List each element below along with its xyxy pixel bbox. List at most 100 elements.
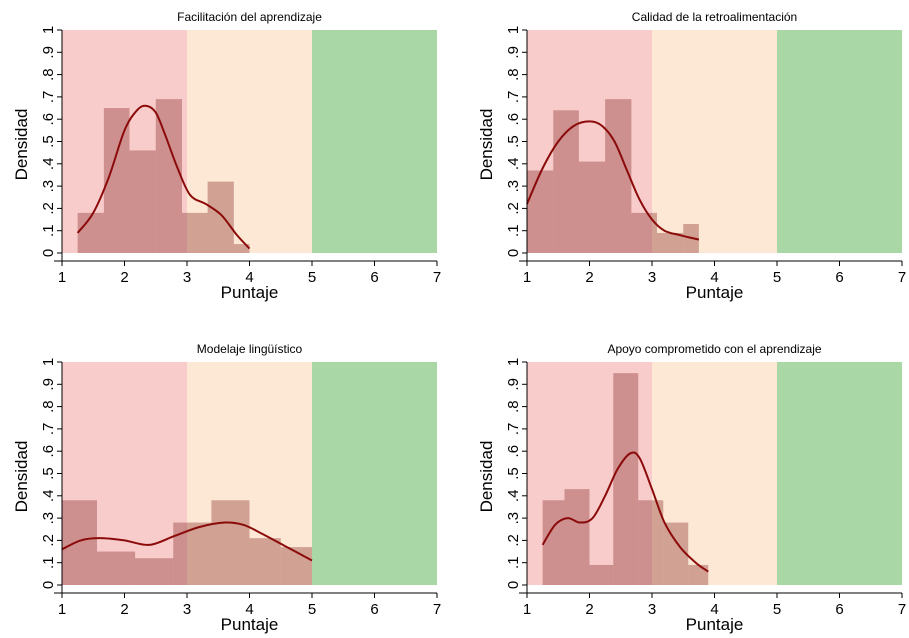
y-tick-label: 1 [40,26,57,34]
zone-mid [187,30,312,253]
zone-mid [652,30,777,253]
histogram-bar [207,181,234,253]
y-tick-label: .1 [505,224,522,237]
y-tick-label: .2 [505,202,522,215]
zone-low [62,362,187,585]
zone-mid [652,362,777,585]
x-tick-label: 5 [308,269,316,286]
y-tick-label: .2 [40,534,57,547]
y-tick-label: 1 [505,358,522,366]
y-tick-label: .1 [40,224,57,237]
x-tick-label: 4 [710,601,718,618]
y-tick-label: .6 [505,113,522,126]
histogram-bar [688,564,709,585]
x-axis-label: Puntaje [686,615,744,634]
chart-title: Calidad de la retroalimentación [632,10,797,24]
histogram-bar [578,161,606,253]
x-axis-label: Puntaje [221,283,279,302]
y-tick-label: .1 [505,556,522,569]
histogram-bar [97,551,136,585]
y-tick-label: 1 [505,26,522,34]
y-tick-label: .3 [505,180,522,193]
x-tick-label: 7 [433,269,441,286]
y-tick-label: .7 [505,423,522,436]
chart-panel-3: 0 .1 .2 .3 .4 .5 .6 .7 .8 .9 1 1 2 3 4 5 6 7 Modelaje ling… [12,342,441,634]
chart-title: Apoyo comprometido con el aprendizaje [607,342,821,356]
x-tick-label: 6 [835,601,843,618]
x-tick-label: 7 [898,269,906,286]
x-tick-label: 5 [773,601,781,618]
density-curve [76,104,251,250]
x-tick-label: 2 [585,601,593,618]
zone-low [527,30,652,253]
histogram-bar [631,212,657,253]
y-tick-label: 0 [505,249,522,257]
x-tick-label: 1 [523,269,531,286]
y-tick-label: .8 [505,400,522,413]
y-tick-label: .2 [40,202,57,215]
histogram-bar [211,500,250,585]
histogram-bar [129,150,156,253]
y-tick-label: .9 [505,46,522,59]
y-tick-label: .9 [505,378,522,391]
y-axis-label: Densidad [12,109,31,181]
x-tick-label: 7 [433,601,441,618]
density-curve [61,521,313,562]
y-tick-label: .5 [505,467,522,480]
histogram-bar [605,99,632,253]
histogram-bar [542,500,565,585]
histogram-bar [173,522,212,585]
y-tick-label: .4 [40,158,57,171]
x-tick-label: 6 [370,269,378,286]
x-tick-label: 6 [835,269,843,286]
y-tick-label: .8 [40,68,57,81]
histogram-bar [657,232,684,253]
chart-title: Facilitación del aprendizaje [177,10,322,24]
x-tick-label: 4 [245,269,253,286]
y-tick-label: .6 [505,445,522,458]
y-axis-label: Densidad [12,441,31,513]
chart-panel-2: 0 .1 .2 .3 .4 .5 .6 .7 .8 .9 1 1 2 3 4 5 6 7 Calidad de la… [477,10,906,302]
zone-low [62,30,187,253]
y-tick-label: .2 [505,534,522,547]
zone-low [527,362,652,585]
y-tick-label: .3 [40,512,57,525]
y-tick-label: 0 [40,581,57,589]
histogram-bar [280,547,312,585]
histogram-bar [589,564,614,585]
x-tick-label: 1 [58,269,66,286]
y-axis-label: Densidad [477,441,496,513]
x-tick-label: 1 [523,601,531,618]
y-tick-label: .5 [40,467,57,480]
histogram-bar [135,558,174,585]
y-tick-label: .7 [505,91,522,104]
chart-panel-1: 0 .1 .2 .3 .4 .5 .6 .7 .8 .9 1 1 2 3 4 5 6 7 Facilitación … [12,10,441,302]
y-tick-label: .7 [40,423,57,436]
x-tick-label: 2 [120,601,128,618]
y-tick-label: .1 [40,556,57,569]
y-tick-label: 1 [40,358,57,366]
y-tick-label: .7 [40,91,57,104]
x-tick-label: 2 [120,269,128,286]
y-axis-label: Densidad [477,109,496,181]
zone-mid [187,362,312,585]
y-tick-label: .3 [40,180,57,193]
y-tick-label: .9 [40,378,57,391]
histogram-bar [553,110,579,253]
zone-high [312,30,437,253]
x-tick-label: 3 [648,601,656,618]
y-tick-label: .4 [40,490,57,503]
zone-high [312,362,437,585]
y-tick-label: 0 [40,249,57,257]
histogram-bar [527,170,554,253]
x-tick-label: 2 [585,269,593,286]
density-curve [541,451,709,573]
histogram-bar [62,500,97,585]
y-tick-label: .5 [505,135,522,148]
histogram-bar [182,212,208,253]
zone-high [777,30,902,253]
y-tick-label: .5 [40,135,57,148]
histogram-bar [663,522,689,585]
